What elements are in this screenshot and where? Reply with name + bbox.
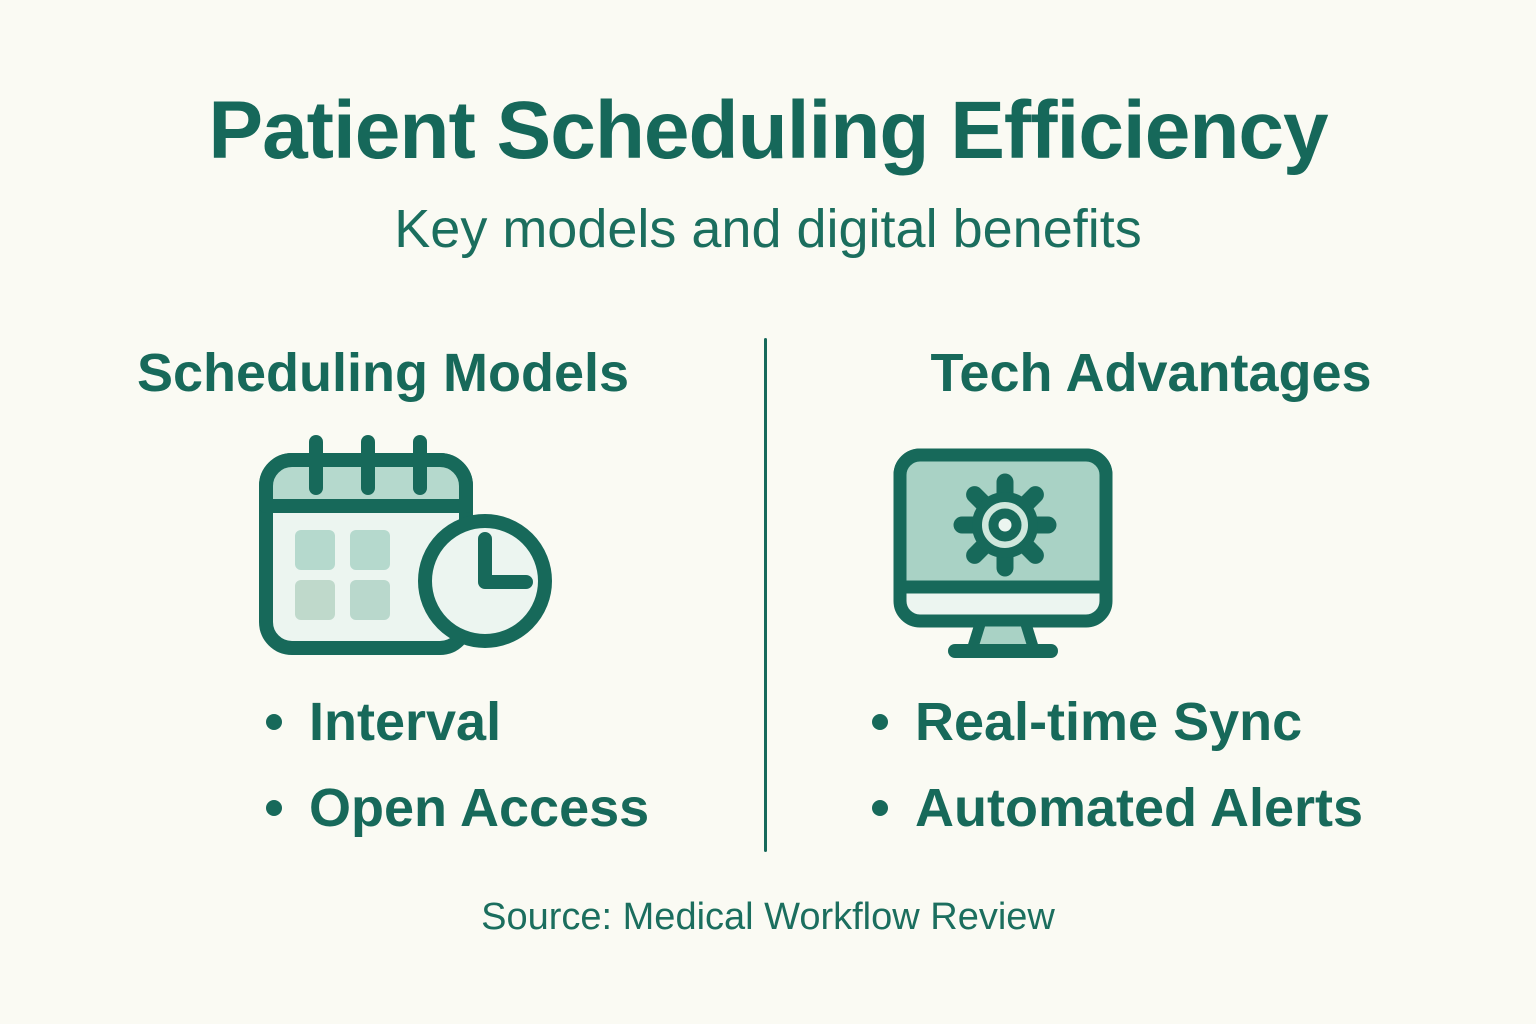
- bullet-label: Interval: [309, 692, 502, 752]
- list-item: Automated Alerts: [872, 776, 1363, 840]
- list-item: Open Access: [266, 776, 649, 840]
- bullet-dot-icon: [266, 714, 282, 730]
- list-item: Interval: [266, 690, 649, 754]
- list-item: Real-time Sync: [872, 690, 1363, 754]
- bullet-label: Automated Alerts: [915, 778, 1364, 838]
- left-column-header: Scheduling Models: [136, 343, 630, 403]
- bullet-label: Real-time Sync: [915, 692, 1303, 752]
- source-note: Source: Medical Workflow Review: [481, 896, 1055, 938]
- right-bullet-list: Real-time Sync Automated Alerts: [872, 690, 1363, 862]
- bullet-dot-icon: [872, 714, 888, 730]
- bullet-label: Open Access: [309, 778, 650, 838]
- right-column-header: Tech Advantages: [930, 343, 1372, 403]
- monitor-gear-icon: [893, 448, 1113, 665]
- left-bullet-list: Interval Open Access: [266, 690, 649, 862]
- bullet-dot-icon: [266, 800, 282, 816]
- column-divider: [764, 338, 767, 852]
- page-title: Patient Scheduling Efficiency: [208, 85, 1328, 176]
- page-subtitle: Key models and digital benefits: [394, 199, 1142, 259]
- bullet-dot-icon: [872, 800, 888, 816]
- calendar-clock-icon: [256, 434, 556, 667]
